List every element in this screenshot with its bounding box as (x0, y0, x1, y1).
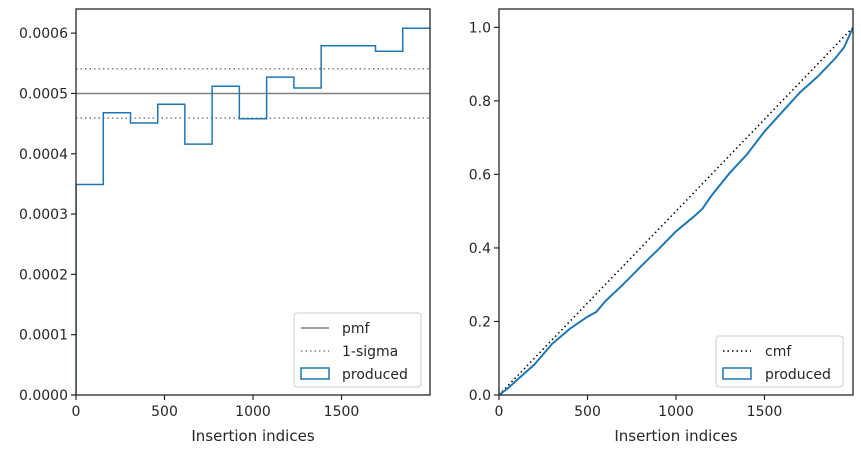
left-y-tick-label: 0.0002 (19, 267, 68, 283)
right-y-tick-label: 1.0 (469, 20, 491, 36)
left-y-tick-label: 0.0005 (19, 86, 68, 102)
right-axis-ticks: 0 500 1000 1500 0.0 0.2 0.4 0.6 0.8 1.0 (469, 20, 783, 420)
left-x-tick-label: 1000 (235, 404, 271, 420)
right-legend-produced-swatch (722, 367, 752, 380)
right-y-tick-label: 0.8 (469, 94, 491, 110)
right-x-axis-label: Insertion indices (614, 427, 737, 445)
left-x-tick-label: 1500 (324, 404, 360, 420)
right-y-tick-label: 0.2 (469, 314, 491, 330)
left-y-tick-label: 0.0001 (19, 328, 68, 344)
left-chart-panel: 0 500 1000 1500 0.0000 0.0001 0.0002 0.0003 0.00… (19, 8, 431, 445)
right-y-tick-label: 0.4 (469, 241, 491, 257)
right-plot-content (499, 26, 853, 395)
right-legend-box (715, 335, 844, 388)
left-x-axis-label: Insertion indices (191, 427, 314, 445)
left-plot-content (76, 27, 430, 395)
left-x-tick-label: 500 (151, 404, 178, 420)
right-x-tick-label: 1500 (747, 404, 783, 420)
left-series-produced-histogram (76, 27, 430, 395)
right-chart-panel: 0 500 1000 1500 0.0 0.2 0.4 0.6 0.8 1.0 Insertion… (469, 8, 854, 445)
right-x-tick-label: 500 (574, 404, 601, 420)
left-x-tick-label: 0 (72, 404, 81, 420)
left-legend-produced-swatch (300, 367, 330, 380)
left-y-tick-label: 0.0000 (19, 388, 68, 404)
left-y-tick-label: 0.0003 (19, 207, 68, 223)
left-axis-ticks: 0 500 1000 1500 0.0000 0.0001 0.0002 0.0003 0.00… (19, 26, 359, 420)
right-x-tick-label: 0 (495, 404, 504, 420)
left-legend: pmf 1-sigma produced (293, 312, 422, 388)
right-series-produced-line (499, 26, 853, 395)
left-legend-pmf-label: pmf (342, 321, 371, 337)
left-legend-sigma-label: 1-sigma (342, 344, 398, 360)
right-legend: cmf produced (715, 335, 844, 388)
right-legend-produced-label: produced (765, 367, 831, 383)
left-legend-produced-label: produced (342, 367, 408, 383)
left-y-tick-label: 0.0006 (19, 26, 68, 42)
right-y-tick-label: 0.6 (469, 167, 491, 183)
left-y-tick-label: 0.0004 (19, 147, 68, 163)
right-y-tick-label: 0.0 (469, 388, 491, 404)
right-x-tick-label: 1000 (658, 404, 694, 420)
right-legend-cmf-label: cmf (765, 344, 792, 360)
